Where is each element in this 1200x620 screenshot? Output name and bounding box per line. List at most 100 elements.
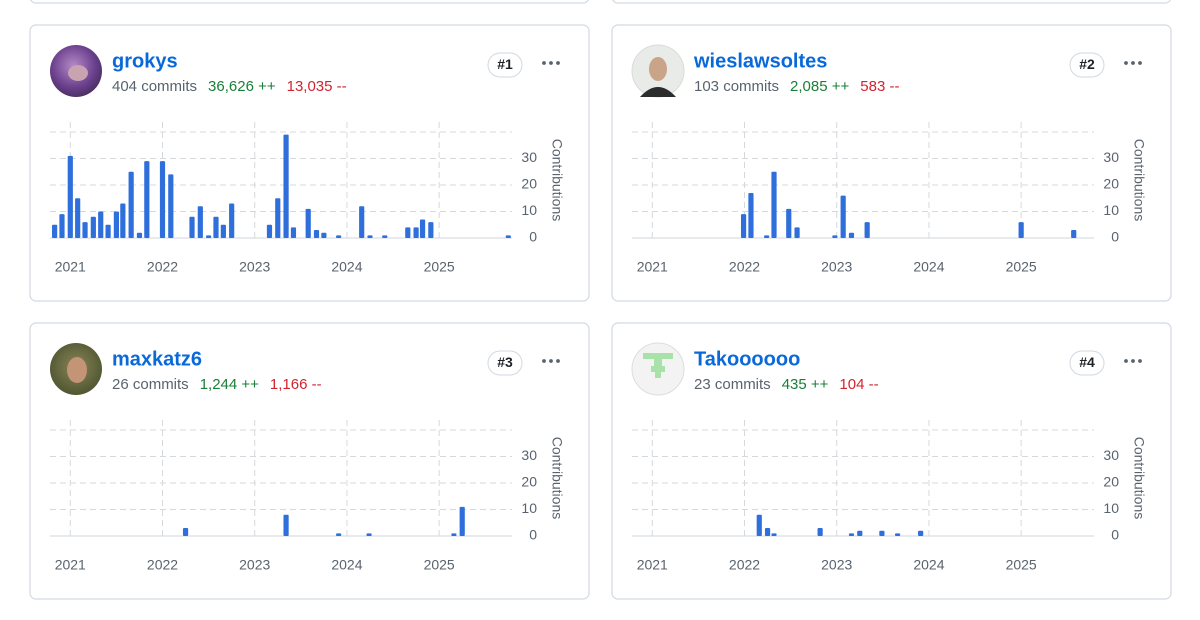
more-dot[interactable]	[549, 359, 553, 363]
bar	[75, 198, 81, 238]
x-tick-label: 2024	[331, 557, 362, 573]
bar	[894, 533, 901, 536]
more-dot[interactable]	[556, 61, 560, 65]
more-dot[interactable]	[1124, 61, 1128, 65]
avatar-detail	[67, 357, 87, 383]
contributor-card: wieslawsoltes 103 commits 2,085 ++ 583 -- #2…	[611, 24, 1172, 302]
identicon-block	[651, 366, 665, 372]
bar	[817, 528, 823, 536]
y-tick-label: 20	[1103, 474, 1119, 490]
more-dot[interactable]	[542, 359, 546, 363]
bar	[220, 224, 226, 238]
bar	[413, 227, 419, 238]
bar	[771, 171, 777, 238]
stat-additions: 36,626 ++	[208, 78, 276, 95]
y-axis-label: Contributions	[1131, 437, 1147, 520]
identicon-block	[654, 359, 662, 366]
identicon-block	[655, 372, 661, 378]
bar	[275, 198, 281, 238]
bar	[290, 227, 297, 238]
more-dot[interactable]	[542, 61, 546, 65]
x-tick-label: 2021	[55, 259, 86, 275]
bar	[505, 235, 511, 238]
bar	[840, 195, 846, 238]
bar	[59, 214, 65, 238]
bar	[764, 528, 771, 536]
bar	[67, 155, 73, 238]
y-tick-label: 30	[521, 447, 537, 463]
contributor-name[interactable]: Takoooooo	[694, 348, 800, 370]
bar	[367, 235, 373, 238]
bar	[113, 211, 119, 238]
bar	[168, 174, 174, 238]
rank-label: #1	[497, 56, 513, 72]
x-tick-label: 2022	[729, 259, 760, 275]
contributor-card: grokys 404 commits 36,626 ++ 13,035 -- #1 0 10…	[29, 24, 590, 302]
y-tick-label: 10	[521, 500, 537, 516]
y-tick-label: 0	[1111, 527, 1119, 543]
more-dot[interactable]	[1138, 359, 1142, 363]
bar	[136, 232, 143, 238]
y-tick-label: 30	[1103, 149, 1119, 165]
y-axis-label: Contributions	[549, 139, 565, 222]
bar	[786, 208, 792, 238]
bar	[105, 224, 111, 238]
y-tick-label: 10	[1103, 500, 1119, 516]
stat-additions: 2,085 ++	[790, 78, 849, 95]
x-tick-label: 2024	[913, 259, 944, 275]
bar	[771, 533, 777, 536]
bar	[336, 533, 342, 536]
contributor-name[interactable]: maxkatz6	[112, 348, 202, 370]
y-tick-label: 0	[1111, 229, 1119, 245]
bar	[82, 222, 88, 238]
rank-badge	[1069, 52, 1105, 78]
bar	[229, 203, 235, 238]
bar	[213, 216, 219, 238]
bar	[879, 530, 885, 536]
identicon-block	[643, 353, 673, 359]
bar	[405, 227, 411, 238]
bar	[764, 235, 770, 238]
bar	[197, 206, 203, 238]
more-dot[interactable]	[556, 359, 560, 363]
more-dot[interactable]	[1138, 61, 1142, 65]
stat-additions: 435 ++	[782, 376, 829, 393]
rank-badge	[487, 350, 523, 376]
more-dot[interactable]	[549, 61, 553, 65]
bar	[918, 530, 924, 536]
more-dot[interactable]	[1131, 359, 1135, 363]
card-frame	[29, 322, 590, 600]
contributor-card: maxkatz6 26 commits 1,244 ++ 1,166 -- #3 0 10 2…	[29, 322, 590, 600]
bar	[857, 530, 863, 536]
bar	[283, 514, 289, 536]
y-tick-label: 10	[1103, 202, 1119, 218]
bar	[206, 235, 212, 238]
bar	[1018, 222, 1024, 238]
bar	[98, 211, 104, 238]
rank-badge	[487, 52, 523, 78]
stat-commits: 103 commits	[694, 78, 779, 95]
contributor-name[interactable]: grokys	[112, 50, 178, 72]
y-tick-label: 20	[1103, 176, 1119, 192]
more-dot[interactable]	[1124, 359, 1128, 363]
bar	[848, 232, 855, 238]
y-axis-label: Contributions	[549, 437, 565, 520]
x-tick-label: 2025	[424, 557, 455, 573]
more-dot[interactable]	[1131, 61, 1135, 65]
x-tick-label: 2021	[637, 557, 668, 573]
x-tick-label: 2024	[331, 259, 362, 275]
bar	[459, 506, 465, 536]
bar	[182, 528, 189, 536]
avatar-detail	[649, 57, 667, 81]
rank-label: #2	[1079, 56, 1095, 72]
contributor-name[interactable]: wieslawsoltes	[693, 50, 827, 72]
bar	[313, 230, 320, 238]
bar	[128, 171, 134, 238]
x-tick-label: 2023	[239, 259, 270, 275]
rank-label: #4	[1079, 354, 1095, 370]
avatar-detail	[68, 65, 88, 81]
bar	[283, 134, 289, 238]
bar	[305, 208, 311, 238]
bar	[451, 533, 457, 536]
